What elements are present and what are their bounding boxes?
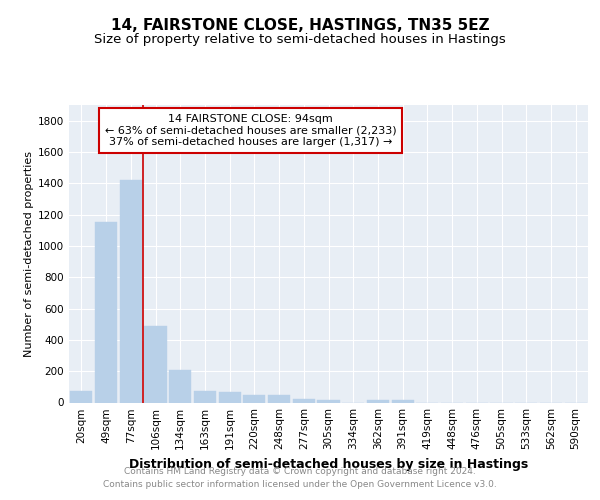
Bar: [145, 326, 167, 402]
Bar: [392, 400, 414, 402]
Bar: [293, 398, 315, 402]
Bar: [268, 396, 290, 402]
Bar: [194, 391, 216, 402]
Text: Contains HM Land Registry data © Crown copyright and database right 2024.: Contains HM Land Registry data © Crown c…: [124, 467, 476, 476]
Bar: [119, 180, 142, 402]
Text: 14 FAIRSTONE CLOSE: 94sqm
← 63% of semi-detached houses are smaller (2,233)
37% : 14 FAIRSTONE CLOSE: 94sqm ← 63% of semi-…: [105, 114, 397, 147]
Text: Size of property relative to semi-detached houses in Hastings: Size of property relative to semi-detach…: [94, 32, 506, 46]
Bar: [317, 400, 340, 402]
Bar: [243, 394, 265, 402]
Bar: [218, 392, 241, 402]
Bar: [95, 222, 117, 402]
Y-axis label: Number of semi-detached properties: Number of semi-detached properties: [24, 151, 34, 357]
X-axis label: Distribution of semi-detached houses by size in Hastings: Distribution of semi-detached houses by …: [129, 458, 528, 471]
Text: 14, FAIRSTONE CLOSE, HASTINGS, TN35 5EZ: 14, FAIRSTONE CLOSE, HASTINGS, TN35 5EZ: [110, 18, 490, 32]
Bar: [70, 391, 92, 402]
Bar: [367, 400, 389, 402]
Bar: [169, 370, 191, 402]
Text: Contains public sector information licensed under the Open Government Licence v3: Contains public sector information licen…: [103, 480, 497, 489]
